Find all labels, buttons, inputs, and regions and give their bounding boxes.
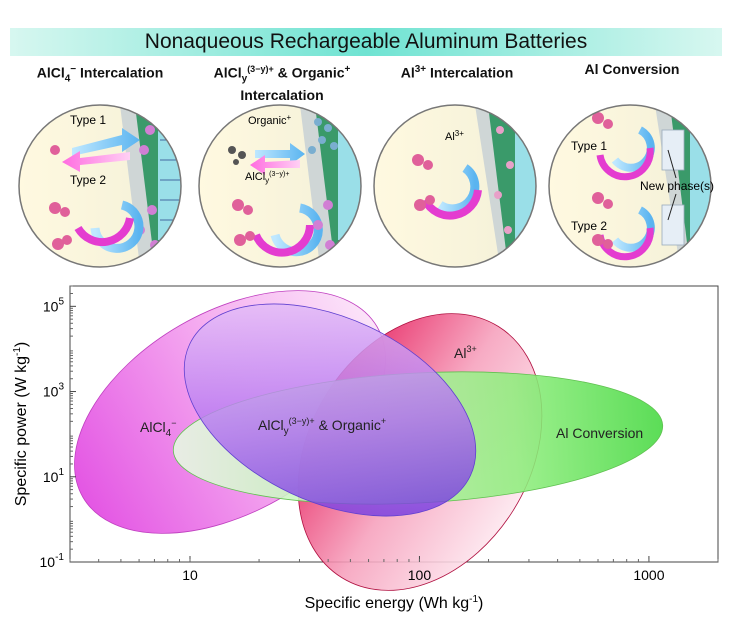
panel-2-title-sup: (3−y)+ [247, 64, 274, 74]
panel-3-al-sup: 3+ [455, 129, 464, 138]
banner-title: Nonaqueous Rechargeable Aluminum Batteri… [10, 28, 722, 56]
panel-2-alcl-label: AlCly(3−y)+ [245, 171, 289, 185]
panel-2-title-line2: Intercalation [240, 87, 324, 104]
y-tick-label-1: 101 [43, 467, 65, 485]
panel-3-title-main: Al [400, 64, 415, 81]
region-label-3: AlCly(3−y)+ & Organic+ [258, 416, 386, 437]
panel-2-title-main: AlCl [213, 64, 242, 81]
panel-2-illustration [199, 105, 361, 267]
panel-1-illustration [19, 105, 181, 267]
mechanism-panels: Type 1 Type 2 Organic+ AlCly(3−y)+ Al3+ [18, 104, 714, 268]
panel-2-title-sup2: + [344, 64, 351, 75]
panel-1-title-rest: Intercalation [76, 64, 164, 81]
panel-2-organic-main: Organic [248, 115, 287, 127]
panel-4-illustration [549, 105, 711, 267]
y-axis-ticks: 10-1 101 103 105 [40, 285, 76, 570]
region-label-2: Al Conversion [556, 425, 643, 441]
panel-1-title-sub: 4 [64, 73, 71, 85]
x-axis-label: Specific energy (Wh kg-1) [305, 594, 484, 612]
panel-3-al-main: Al [445, 131, 455, 143]
x-axis-label-sup: -1 [469, 594, 478, 605]
panel-2-alcl-sub: y [265, 176, 269, 185]
panel-2-alcl-sup: (3−y)+ [269, 171, 289, 178]
panel-2-alcl-main: AlCl [245, 171, 265, 183]
panel-1-title-sup: − [70, 64, 77, 75]
panel-4-type1-label: Type 1 [571, 139, 607, 153]
x-axis-label-end: ) [478, 595, 483, 612]
x-axis-label-main: Specific energy (Wh kg [305, 595, 470, 612]
x-tick-label-0: 10 [182, 567, 198, 583]
panel-1-title: AlCl4− Intercalation [16, 61, 184, 87]
y-tick-label-3: 105 [43, 296, 65, 314]
panel-2-organic-sup: + [287, 113, 292, 122]
region-3 [183, 303, 477, 517]
panel-3-title-rest: Intercalation [426, 64, 514, 81]
panel-3-title: Al3+ Intercalation [372, 61, 542, 82]
panel-4-type2-label: Type 2 [571, 219, 607, 233]
x-tick-label-1: 100 [408, 567, 432, 583]
region-label-1: Al3+ [454, 344, 477, 361]
regions [74, 290, 664, 591]
y-axis-label-sup: -1 [12, 347, 23, 356]
energy-power-chart: 10-1 101 103 105 10 100 1000 AlCl4− Al3+ Al Con… [12, 285, 719, 612]
panel-2-title-rest: & Organic [273, 64, 345, 81]
region-labels: AlCl4− Al3+ Al Conversion AlCly(3−y)+ & Org… [140, 344, 643, 441]
panel-2-title: AlCly(3−y)+ & Organic+ Intercalation [188, 61, 376, 104]
panel-3-al-label: Al3+ [445, 129, 464, 143]
x-axis-ticks: 10 100 1000 [69, 556, 719, 583]
panel-2-organic-label: Organic+ [248, 113, 292, 127]
panel-4-title-main: Al Conversion [584, 61, 680, 77]
banner-title-text: Nonaqueous Rechargeable Aluminum Batteri… [144, 30, 588, 53]
panel-3-title-sup: 3+ [414, 64, 427, 75]
region-label-0: AlCl4− [140, 418, 177, 439]
y-tick-label-2: 103 [43, 382, 65, 400]
y-axis-label-main: Specific power (W kg [13, 356, 30, 506]
panel-1-type1-label: Type 1 [70, 113, 106, 127]
y-axis-label-end: ) [13, 342, 30, 347]
panel-2-title-sub: y [241, 73, 248, 85]
y-axis-label: Specific power (W kg-1) [12, 342, 30, 507]
x-tick-label-2: 1000 [633, 567, 664, 583]
panel-4-new-phase-label: New phase(s) [640, 179, 714, 193]
y-tick-label-0: 10-1 [40, 552, 65, 570]
panel-3-illustration [374, 105, 536, 267]
panel-1-title-main: AlCl [36, 64, 65, 81]
panel-1-type2-label: Type 2 [70, 173, 106, 187]
panel-4-title: Al Conversion [548, 61, 716, 78]
